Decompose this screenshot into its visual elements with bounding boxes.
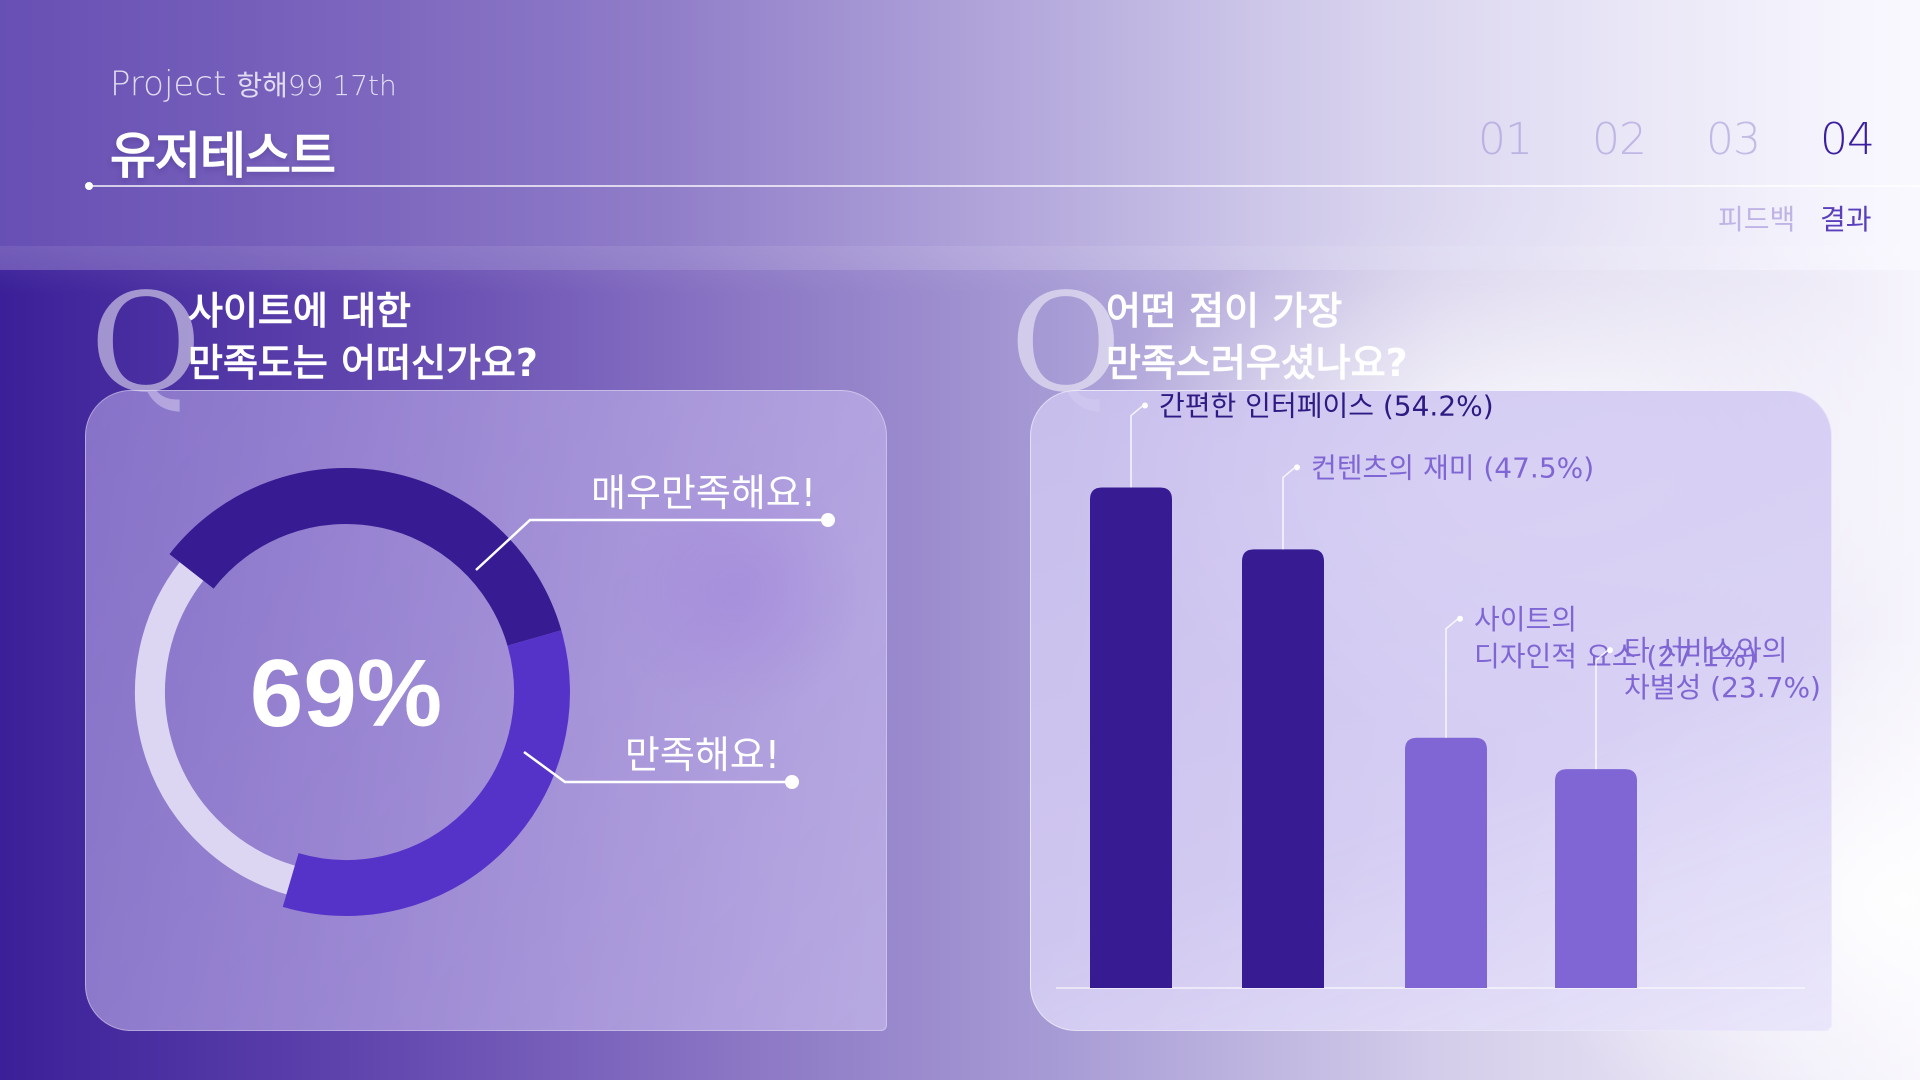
donut-leader-line-1: [475, 518, 828, 571]
satisfaction-card: [85, 390, 887, 1031]
donut-leader-dot-1: [821, 513, 835, 527]
q1-line2: 만족도는 어떠신가요?: [188, 341, 538, 385]
bar-2: [1242, 549, 1324, 988]
project-label: Project: [110, 64, 227, 104]
donut-label-1: 매우만족해요!: [591, 471, 816, 515]
step-03[interactable]: 03: [1706, 114, 1761, 165]
bar-label-2-line-1: 컨텐츠의 재미 (47.5%): [1311, 451, 1594, 484]
donut-remainder-track: [135, 562, 295, 895]
bar-label-4-line-2: 차별성 (23.7%): [1624, 671, 1821, 704]
donut-label-2: 만족해요!: [625, 733, 780, 777]
preference-bar-chart: 간편한 인터페이스 (54.2%) 컨텐츠의 재미 (47.5%) 사이트의디자인적…: [1056, 390, 1821, 989]
q1-line1: 사이트에 대한: [188, 289, 411, 333]
donut-leader-dot-2: [785, 775, 799, 789]
q2-line2: 만족스러우셨나요?: [1106, 341, 1408, 385]
project-sub: 항해99 17th: [236, 69, 397, 102]
bar-label-3-line-1: 사이트의: [1474, 603, 1577, 636]
bar-leader-line-4: [1595, 649, 1609, 770]
bar-leader-line-2: [1282, 466, 1296, 550]
bar-label-1-line-1: 간편한 인터페이스 (54.2%): [1159, 390, 1494, 423]
page-title: 유저테스트: [110, 127, 336, 185]
header-divider: [88, 185, 1920, 187]
bar-leader-dot-1: [1142, 402, 1148, 409]
bar-leader-dot-3: [1457, 615, 1463, 622]
q1-question: 사이트에 대한 만족도는 어떠신가요?: [188, 285, 538, 389]
q1-letter: Q: [90, 265, 202, 423]
q2-letter: Q: [1010, 265, 1122, 423]
header-divider-dot: [85, 182, 93, 190]
satisfaction-donut: 69% 매우만족해요! 만족해요!: [135, 468, 835, 916]
q2-line1: 어떤 점이 가장: [1106, 289, 1343, 333]
donut-segment-1: [169, 468, 562, 647]
step-label-feedback[interactable]: 피드백: [1718, 203, 1796, 236]
bar-leader-line-1: [1130, 404, 1144, 488]
bar-4: [1555, 769, 1637, 988]
project-line: Project 항해99 17th: [110, 64, 397, 104]
bar-label-3-line-2: 디자인적 요소 (27.1%): [1474, 640, 1757, 673]
header-band: [0, 0, 1920, 294]
bar-leader-line-3: [1445, 618, 1459, 738]
step-01[interactable]: 01: [1478, 114, 1533, 165]
bar-3: [1405, 737, 1487, 988]
step-04[interactable]: 04: [1820, 114, 1875, 165]
donut-leader-line-2: [523, 750, 792, 784]
step-02[interactable]: 02: [1592, 114, 1647, 165]
bar-leader-dot-2: [1294, 464, 1300, 471]
step-label-result[interactable]: 결과: [1820, 203, 1872, 236]
donut-segment-2: [282, 630, 570, 916]
q2-question: 어떤 점이 가장 만족스러우셨나요?: [1106, 285, 1408, 389]
bar-label-4-line-1: 타 서비스와의: [1624, 634, 1787, 667]
bar-leader-dot-4: [1607, 647, 1613, 654]
donut-center-label: 69%: [250, 640, 442, 747]
bar-1: [1090, 487, 1172, 988]
